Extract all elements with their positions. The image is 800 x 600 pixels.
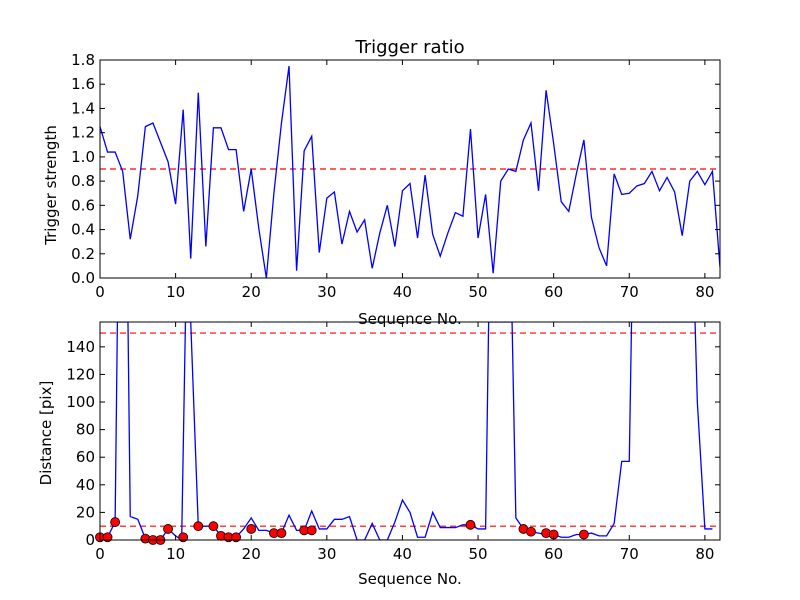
data-point-marker xyxy=(193,521,204,532)
data-point-marker xyxy=(526,526,536,537)
y-tick-label: 0.0 xyxy=(71,269,95,287)
plot-area xyxy=(100,65,720,278)
y-tick-label: 0.8 xyxy=(71,172,95,190)
y-tick-label: 1.4 xyxy=(71,99,95,117)
trigger-ratio-plot: Trigger ratio Sequence No. Trigger stren… xyxy=(42,37,721,328)
data-point-marker xyxy=(208,521,219,532)
chart-title: Trigger ratio xyxy=(354,37,464,58)
x-tick-label: 60 xyxy=(544,283,563,301)
data-point-marker xyxy=(231,532,241,543)
plot-area xyxy=(100,322,720,540)
x-tick-label: 80 xyxy=(695,283,714,301)
x-tick-label: 70 xyxy=(620,283,639,301)
x-tick-label: 30 xyxy=(317,545,336,563)
data-point-marker xyxy=(276,528,287,539)
data-point-marker xyxy=(306,525,317,536)
series-line xyxy=(100,65,720,278)
y-tick-label: 1.8 xyxy=(71,51,95,69)
y-axis-label: Trigger strength xyxy=(42,125,60,246)
x-tick-label: 60 xyxy=(544,545,563,563)
x-tick-label: 50 xyxy=(469,283,488,301)
x-axis-label: Sequence No. xyxy=(358,570,462,588)
x-tick-label: 50 xyxy=(469,545,488,563)
x-tick-label: 10 xyxy=(166,545,185,563)
data-point-marker xyxy=(246,524,257,534)
y-tick-label: 60 xyxy=(76,448,95,466)
y-tick-label: 1.6 xyxy=(71,75,95,93)
x-tick-label: 10 xyxy=(166,283,185,301)
y-tick-label: 1.0 xyxy=(71,148,95,166)
y-tick-label: 140 xyxy=(66,338,95,356)
x-tick-label: 40 xyxy=(393,545,412,563)
x-tick-label: 20 xyxy=(242,283,261,301)
y-tick-label: 80 xyxy=(76,421,95,439)
x-tick-label: 80 xyxy=(695,545,714,563)
series-line xyxy=(100,322,713,540)
y-tick-label: 0.2 xyxy=(71,245,95,263)
y-tick-label: 0 xyxy=(85,531,95,549)
data-point-marker xyxy=(465,519,476,530)
y-tick-label: 0.6 xyxy=(71,196,95,214)
y-axis-label: Distance [pix] xyxy=(37,381,55,486)
y-tick-label: 120 xyxy=(66,365,95,383)
x-tick-label: 30 xyxy=(317,283,336,301)
axes-frame xyxy=(99,59,721,279)
y-tick-label: 0.4 xyxy=(71,221,95,239)
x-axis-label: Sequence No. xyxy=(358,310,462,328)
y-tick-label: 20 xyxy=(76,503,95,521)
axes-frame xyxy=(99,321,721,541)
x-tick-label: 0 xyxy=(95,545,105,563)
data-point-marker xyxy=(163,524,173,534)
data-point-marker xyxy=(579,529,589,540)
y-tick-label: 40 xyxy=(76,476,95,494)
x-tick-label: 20 xyxy=(242,545,261,563)
y-tick-label: 100 xyxy=(66,393,95,411)
y-tick-label: 1.2 xyxy=(71,124,95,142)
x-tick-label: 0 xyxy=(95,283,105,301)
distance-plot: Sequence No. Distance [pix] 0 10 20 30 40 50 6… xyxy=(37,321,721,588)
x-tick-label: 70 xyxy=(620,545,639,563)
data-point-marker xyxy=(102,532,113,543)
x-tick-label: 40 xyxy=(393,283,412,301)
data-point-marker xyxy=(178,532,189,543)
data-point-marker xyxy=(110,517,121,527)
